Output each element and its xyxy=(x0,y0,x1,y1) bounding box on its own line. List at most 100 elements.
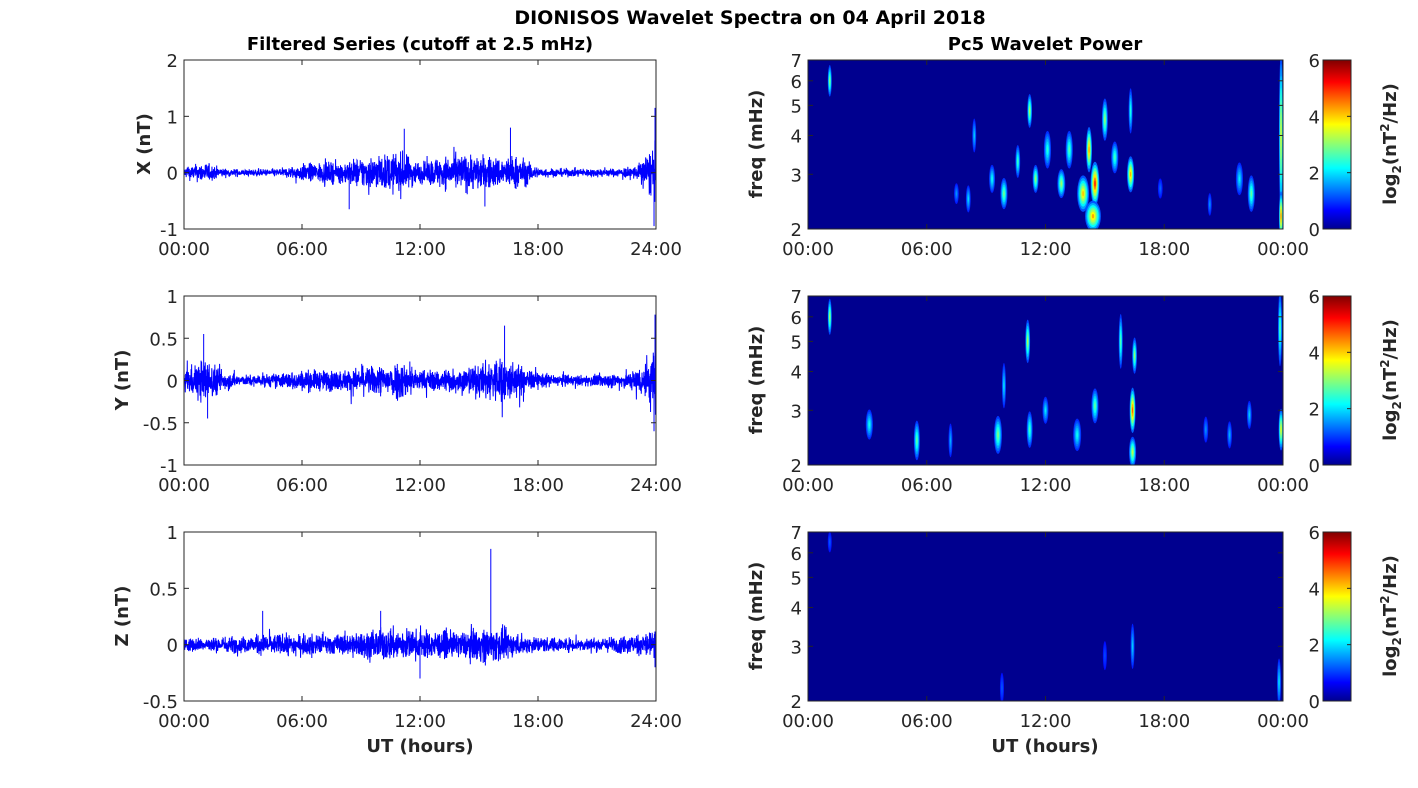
y-tick-label: -1 xyxy=(160,220,178,241)
colorbar-tick-label: 0 xyxy=(1309,220,1320,241)
wavelet-burst xyxy=(1003,191,1005,196)
wavelet-burst xyxy=(1130,107,1131,115)
x-tick-label: 12:00 xyxy=(1020,475,1072,496)
axes-box xyxy=(807,531,1284,702)
wavelet-burst xyxy=(1130,171,1132,177)
y-tick-label: 0.5 xyxy=(149,329,178,350)
wavelet-burst xyxy=(1094,180,1096,187)
series-panel-y: 00:00 06:00 12:00 18:00 24:00 1 0.5 0 -0.5 -1 Y … xyxy=(112,287,682,496)
x-tick-labels: 00:00 06:00 12:00 18:00 24:00 xyxy=(158,296,682,496)
wavelet-burst xyxy=(1280,426,1282,433)
colorbar-tick-label: 0 xyxy=(1309,456,1320,477)
axes-box xyxy=(183,59,657,230)
colorbar-tick-label: 2 xyxy=(1309,400,1320,421)
wavelet-burst xyxy=(1229,432,1230,437)
y-axis-label: freq (mHz) xyxy=(746,562,767,671)
colorbar-label: log2(nT2/Hz) xyxy=(1378,83,1404,205)
y-tick-label: 7 xyxy=(791,287,802,308)
wavelet-burst xyxy=(1279,323,1281,334)
series-panel-z: 00:00 06:00 12:00 18:00 24:00 1 0.5 0 -0.5 Z (n… xyxy=(112,523,682,757)
x-tick-label: 12:00 xyxy=(394,475,446,496)
x-tick-label: 00:00 xyxy=(782,711,834,732)
wavelet-burst xyxy=(1278,678,1280,686)
y-tick-label: -0.5 xyxy=(143,414,178,435)
y-tick-label: 7 xyxy=(791,523,802,544)
x-tick-label: 00:00 xyxy=(158,475,210,496)
wavelet-burst xyxy=(1114,155,1116,160)
wavelet-burst xyxy=(1029,108,1031,114)
y-tick-label: 0 xyxy=(167,164,178,185)
colorbar-tick-label: 6 xyxy=(1309,51,1320,72)
x-tick-labels: 00:00 06:00 12:00 18:00 00:00 xyxy=(782,532,1309,732)
wavelet-burst xyxy=(973,133,975,138)
wavelet-burst xyxy=(1060,181,1062,186)
y-tick-label: 6 xyxy=(791,544,802,565)
x-tick-label: 18:00 xyxy=(1138,239,1190,260)
colorbar-label: log2(nT2/Hz) xyxy=(1378,319,1404,441)
x-tick-label: 00:00 xyxy=(158,711,210,732)
y-axis-label: X (nT) xyxy=(134,113,155,175)
y-axis-label: Y (nT) xyxy=(112,350,133,412)
wavelet-burst xyxy=(1068,147,1070,153)
y-tick-label: 5 xyxy=(791,568,802,589)
wavelet-burst xyxy=(1088,146,1090,153)
x-tick-label: 18:00 xyxy=(512,711,564,732)
colorbar-tick-labels: 6 4 2 0 xyxy=(1309,523,1351,713)
y-tick-label: 2 xyxy=(791,456,802,477)
x-tick-label: 24:00 xyxy=(630,711,682,732)
y-axis-label: Z (nT) xyxy=(112,586,133,647)
wavelet-burst xyxy=(1132,643,1133,650)
wavelet-burst xyxy=(1003,382,1005,389)
colorbar-label: log2(nT2/Hz) xyxy=(1378,555,1404,677)
y-tick-label: 3 xyxy=(791,401,802,422)
wavelet-burst xyxy=(997,432,999,438)
y-tick-label: 6 xyxy=(791,308,802,329)
y-tick-label: 3 xyxy=(791,637,802,658)
y-tick-label: 3 xyxy=(791,165,802,186)
colorbar-tick-label: 6 xyxy=(1309,287,1320,308)
colorbar-tick-label: 4 xyxy=(1309,579,1320,600)
wavelet-burst xyxy=(1035,176,1037,181)
axes-box xyxy=(183,531,657,702)
y-tick-label: -1 xyxy=(160,456,178,477)
x-tick-label: 06:00 xyxy=(276,711,328,732)
x-tick-label: 06:00 xyxy=(901,239,953,260)
x-tick-label: 06:00 xyxy=(276,475,328,496)
colorbar-tick-label: 0 xyxy=(1309,692,1320,713)
wavelet-burst xyxy=(1249,412,1250,417)
x-tick-label: 06:00 xyxy=(901,475,953,496)
x-tick-label: 18:00 xyxy=(1138,475,1190,496)
series-line xyxy=(183,314,657,432)
x-tick-label: 00:00 xyxy=(1257,475,1309,496)
y-tick-label: 4 xyxy=(791,362,802,383)
x-tick-label: 24:00 xyxy=(630,239,682,260)
wavelet-burst xyxy=(1104,116,1106,123)
colorbar-tick-labels: 6 4 2 0 xyxy=(1309,51,1351,241)
y-tick-labels: 2 1 0 -1 xyxy=(160,51,656,241)
wavelet-burst xyxy=(1280,212,1282,220)
x-tick-label: 00:00 xyxy=(158,239,210,260)
wavelet-burst xyxy=(1104,653,1106,658)
colorbar-tick-label: 2 xyxy=(1309,636,1320,657)
wavelet-burst xyxy=(1209,202,1211,207)
y-tick-label: 6 xyxy=(791,72,802,93)
wavelet-burst xyxy=(868,422,870,427)
wavelet-burst xyxy=(1238,176,1240,182)
wavelet-burst xyxy=(1205,427,1207,432)
axes-box xyxy=(807,59,1284,230)
y-tick-label: 1 xyxy=(167,287,178,308)
y-axis-label: freq (mHz) xyxy=(746,326,767,435)
x-tick-label: 06:00 xyxy=(901,711,953,732)
figure-title: DIONISOS Wavelet Spectra on 04 April 201… xyxy=(514,7,985,29)
y-tick-label: 1 xyxy=(167,523,178,544)
y-axis-label: freq (mHz) xyxy=(746,90,767,199)
colorbar-tick-labels: 6 4 2 0 xyxy=(1309,287,1351,477)
colorbar xyxy=(1322,531,1352,702)
y-tick-label: 0 xyxy=(167,636,178,657)
wavelet-burst xyxy=(1159,187,1161,190)
y-tick-label: 4 xyxy=(791,126,802,147)
heatmap-bursts xyxy=(827,296,1283,465)
heatmap-bursts xyxy=(827,60,1283,229)
wavelet-burst xyxy=(829,540,831,544)
